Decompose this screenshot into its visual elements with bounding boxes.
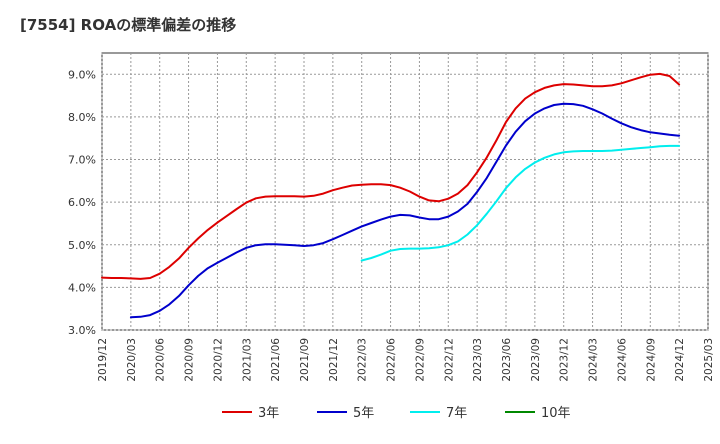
x-tick-label: 2021/09 <box>299 338 311 382</box>
x-tick-label: 2019/12 <box>97 338 109 382</box>
legend: 3年 5年 7年 10年 <box>222 406 571 421</box>
x-tick-label: 2021/12 <box>328 338 340 382</box>
chart-title: [7554] ROAの標準偏差の推移 <box>20 16 237 34</box>
y-tick-label: 5.0% <box>68 239 96 252</box>
x-tick-label: 2023/09 <box>530 338 542 382</box>
x-tick-label: 2024/03 <box>588 338 600 382</box>
y-tick-label: 7.0% <box>68 154 96 167</box>
x-tick-label: 2020/12 <box>212 338 224 382</box>
legend-label: 5年 <box>353 406 374 421</box>
x-tick-label: 2025/03 <box>703 338 715 382</box>
x-tick-label: 2023/06 <box>501 338 513 382</box>
y-tick-label: 8.0% <box>68 111 96 124</box>
x-tick-label: 2021/03 <box>241 338 253 382</box>
x-tick-label: 2020/09 <box>184 338 196 382</box>
x-tick-label: 2024/09 <box>645 338 657 382</box>
series-line-7年 <box>360 144 681 262</box>
y-tick-label: 3.0% <box>68 324 96 337</box>
x-tick-label: 2023/03 <box>472 338 484 382</box>
x-tick-label: 2021/06 <box>270 338 282 382</box>
x-tick-label: 2022/06 <box>386 338 398 382</box>
x-tick-label: 2020/06 <box>155 338 167 382</box>
y-axis-ticks: 3.0% 4.0% 5.0% 6.0% 7.0% 8.0% 9.0% <box>68 68 96 337</box>
series-line-5年 <box>129 102 681 319</box>
x-tick-label: 2022/09 <box>414 338 426 382</box>
legend-label: 3年 <box>258 406 279 421</box>
y-tick-label: 6.0% <box>68 196 96 209</box>
y-tick-label: 9.0% <box>68 68 96 81</box>
x-tick-label: 2024/12 <box>674 338 686 382</box>
x-tick-label: 2022/12 <box>443 338 455 382</box>
x-tick-label: 2020/03 <box>126 338 138 382</box>
legend-label: 10年 <box>541 406 571 421</box>
legend-label: 7年 <box>446 406 467 421</box>
series-line-3年 <box>101 72 681 280</box>
x-tick-label: 2022/03 <box>357 338 369 382</box>
x-tick-label: 2024/06 <box>616 338 628 382</box>
x-axis-ticks: 2019/12 2020/03 2020/06 2020/09 2020/12 2021/… <box>97 338 715 382</box>
y-tick-label: 4.0% <box>68 281 96 294</box>
series-lines <box>101 72 681 319</box>
plot-background <box>101 52 709 331</box>
x-tick-label: 2023/12 <box>559 338 571 382</box>
